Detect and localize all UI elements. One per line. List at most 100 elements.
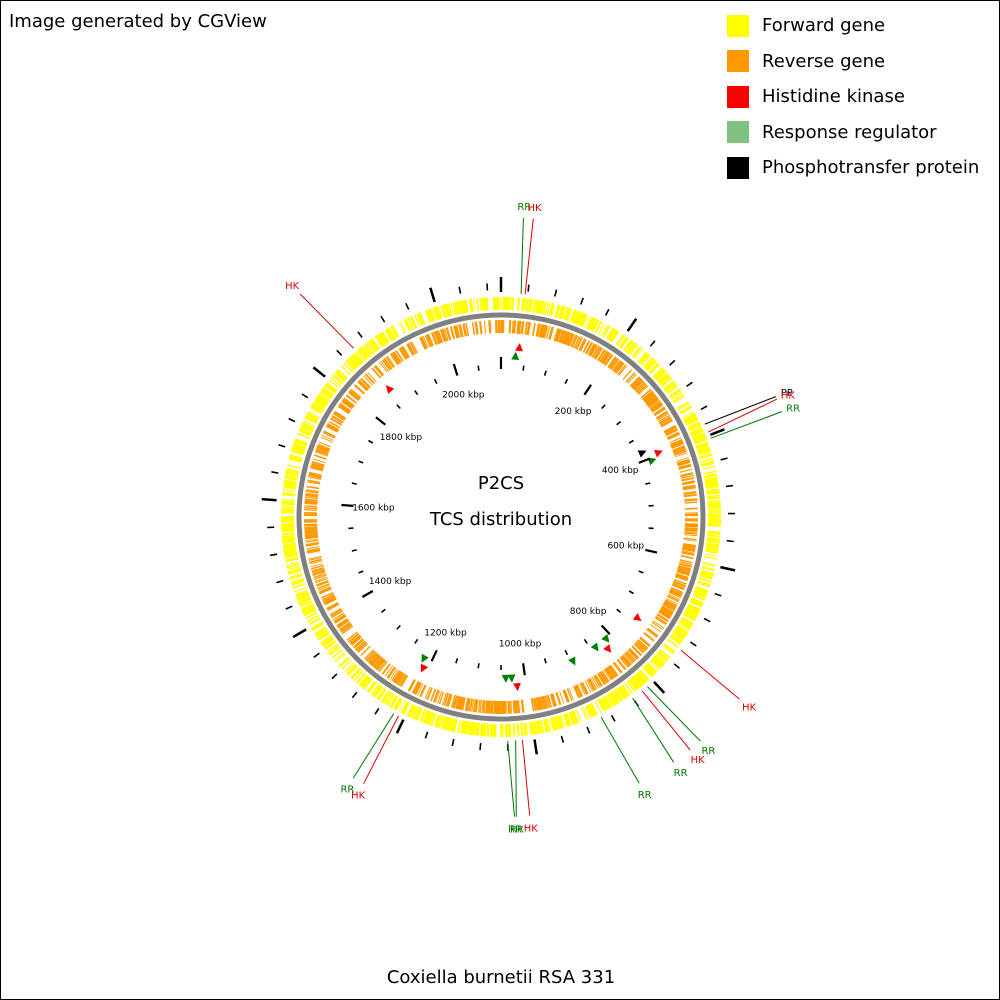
reverse-gene-mark <box>593 675 601 688</box>
forward-gene-mark <box>298 429 312 437</box>
reverse-gene-mark <box>411 341 419 354</box>
reverse-gene-mark <box>657 412 669 421</box>
legend-item-phosphotransfer-protein: Phosphotransfer protein <box>727 150 979 186</box>
forward-gene-mark <box>669 389 682 399</box>
reverse-gene-mark <box>398 348 407 360</box>
forward-gene-mark <box>704 476 718 481</box>
forward-gene-mark <box>438 305 443 319</box>
forward-gene-mark <box>691 429 704 438</box>
reverse-gene-mark <box>336 618 349 627</box>
forward-gene-mark <box>685 416 698 425</box>
forward-gene-mark <box>566 308 573 322</box>
forward-gene-mark <box>607 328 616 341</box>
reverse-gene-mark <box>395 349 404 362</box>
reverse-gene-mark <box>679 562 692 567</box>
forward-gene-mark <box>352 353 363 365</box>
outer-minor-tick <box>527 284 530 292</box>
forward-gene-mark <box>683 612 697 621</box>
reverse-gene-mark <box>323 430 336 438</box>
outer-minor-tick <box>673 663 681 669</box>
reverse-gene-mark <box>312 571 326 577</box>
forward-gene-mark <box>676 400 689 410</box>
hk-callout-label: HK <box>691 755 706 766</box>
reverse-gene-mark <box>599 671 609 684</box>
reverse-gene-mark <box>354 384 366 395</box>
reverse-gene-mark <box>584 680 592 693</box>
reverse-gene-mark <box>586 679 594 692</box>
reverse-gene-mark <box>644 394 657 405</box>
outer-minor-tick <box>331 673 338 680</box>
forward-gene-mark <box>460 720 465 734</box>
forward-gene-mark <box>693 436 707 443</box>
inner-major-tick <box>375 416 386 426</box>
forward-gene-mark <box>646 663 657 674</box>
forward-gene-mark <box>436 306 442 320</box>
forward-gene-mark <box>359 675 369 687</box>
reverse-gene-mark <box>381 663 391 675</box>
forward-gene-mark <box>416 313 424 326</box>
reverse-gene-mark <box>568 687 574 701</box>
reverse-gene-mark <box>435 690 441 703</box>
reverse-gene-mark <box>304 529 318 533</box>
reverse-gene-mark <box>305 539 319 543</box>
forward-gene-mark <box>581 314 588 327</box>
forward-gene-mark <box>509 723 512 737</box>
reverse-gene-mark <box>667 593 681 600</box>
forward-gene-mark <box>611 691 620 704</box>
forward-gene-mark <box>530 299 533 313</box>
forward-gene-mark <box>706 540 720 544</box>
reverse-gene-mark <box>509 700 513 714</box>
forward-gene-mark <box>402 702 411 715</box>
reverse-gene-mark <box>427 333 434 347</box>
reverse-gene-mark <box>365 650 377 662</box>
reverse-gene-mark <box>604 353 614 366</box>
reverse-gene-mark <box>553 328 560 342</box>
hk-callout-label: HK <box>285 281 300 292</box>
forward-gene-mark <box>313 400 326 409</box>
reverse-gene-mark <box>600 351 610 364</box>
forward-gene-mark <box>689 600 703 608</box>
reverse-gene-mark <box>471 321 476 336</box>
forward-gene-mark <box>653 367 665 379</box>
forward-gene-mark <box>426 309 432 323</box>
reverse-gene-mark <box>653 407 666 417</box>
hk-marker <box>514 343 523 352</box>
forward-gene-mark <box>594 320 602 333</box>
outer-minor-tick <box>313 652 320 659</box>
forward-gene-mark <box>522 722 526 736</box>
reverse-gene-mark <box>513 320 517 334</box>
forward-gene-mark <box>628 679 637 691</box>
reverse-gene-mark <box>627 373 637 384</box>
legend-item-forward-gene: Forward gene <box>727 8 979 44</box>
reverse-gene-mark <box>304 527 318 531</box>
forward-gene-mark <box>699 453 713 459</box>
forward-gene-mark <box>345 663 356 674</box>
reverse-gene-mark <box>532 697 537 712</box>
outer-minor-tick <box>669 359 676 366</box>
reverse-gene-mark <box>332 413 345 421</box>
inner-major-tick <box>583 384 593 396</box>
forward-gene-mark <box>586 704 595 718</box>
reverse-gene-mark <box>323 597 337 605</box>
reverse-gene-mark <box>627 649 638 660</box>
reverse-gene-mark <box>449 326 456 340</box>
reverse-gene-mark <box>535 323 540 337</box>
reverse-gene-mark <box>684 524 698 528</box>
hk-marker <box>603 644 612 653</box>
reverse-gene-mark <box>670 439 683 446</box>
forward-gene-mark <box>291 580 305 586</box>
forward-gene-mark <box>424 711 431 724</box>
forward-gene-mark <box>690 598 704 606</box>
reverse-gene-mark <box>304 507 318 510</box>
callout-line <box>647 686 701 742</box>
reverse-gene-mark <box>630 377 642 388</box>
reverse-gene-mark <box>367 371 377 383</box>
reverse-gene-mark <box>333 412 346 421</box>
inner-minor-tick <box>616 420 622 426</box>
forward-gene-mark <box>692 433 706 441</box>
reverse-gene-mark <box>465 322 470 337</box>
forward-gene-mark <box>282 539 296 544</box>
forward-gene-mark <box>468 721 472 735</box>
reverse-gene-mark <box>432 689 440 703</box>
forward-gene-mark <box>548 302 554 316</box>
